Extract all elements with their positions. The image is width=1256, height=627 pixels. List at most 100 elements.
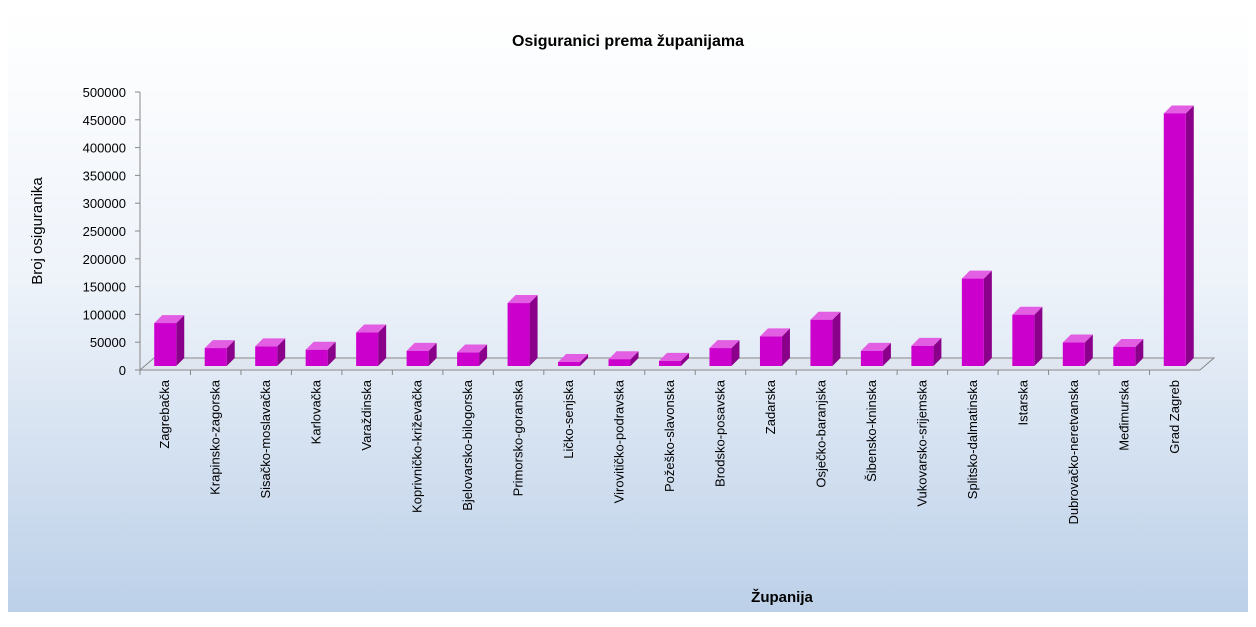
bar bbox=[961, 278, 984, 366]
x-tick-label: Virovitičko-podravska bbox=[612, 379, 627, 503]
bar-side bbox=[630, 351, 639, 366]
bar bbox=[154, 323, 177, 366]
bar-top bbox=[154, 315, 185, 324]
bar-top bbox=[255, 338, 286, 347]
bar-side bbox=[226, 340, 235, 366]
bar bbox=[1113, 346, 1136, 366]
bar-top bbox=[406, 342, 437, 351]
bar-side bbox=[1084, 334, 1093, 366]
bar-top bbox=[911, 337, 942, 346]
bar bbox=[255, 346, 278, 366]
x-tick-label: Međimurska bbox=[1116, 379, 1131, 451]
bar-top bbox=[507, 295, 538, 304]
bar-top bbox=[860, 342, 891, 351]
bar bbox=[1012, 314, 1035, 366]
y-tick-label: 450000 bbox=[83, 113, 126, 128]
bar bbox=[406, 350, 429, 366]
bar bbox=[810, 319, 833, 366]
bar-top bbox=[810, 311, 841, 320]
bar-side bbox=[529, 295, 538, 366]
y-tick-label: 100000 bbox=[83, 307, 126, 322]
x-tick-label: Ličko-senjska bbox=[561, 379, 576, 459]
bar-top bbox=[204, 340, 235, 349]
bar-side bbox=[882, 342, 891, 366]
bar-side bbox=[832, 311, 841, 366]
bar bbox=[860, 350, 883, 366]
bar bbox=[709, 348, 732, 366]
x-tick-label: Grad Zagreb bbox=[1167, 380, 1182, 454]
bar-side bbox=[580, 353, 589, 366]
bar-top bbox=[961, 270, 992, 279]
bar-side bbox=[681, 352, 689, 366]
x-tick-label: Dubrovačko-neretvanska bbox=[1066, 379, 1081, 524]
bar-top bbox=[1113, 338, 1144, 347]
x-tick-label: Karlovačka bbox=[309, 379, 324, 444]
x-tick-label: Krapinsko-zagorska bbox=[208, 379, 223, 495]
bar-side bbox=[731, 340, 740, 366]
bar bbox=[1062, 342, 1085, 366]
bar-side bbox=[327, 341, 336, 366]
bar-top bbox=[1012, 306, 1043, 315]
bar-side bbox=[277, 338, 286, 366]
x-tick-label: Istarska bbox=[1015, 379, 1030, 425]
bar-side bbox=[1034, 306, 1043, 366]
y-tick-label: 150000 bbox=[83, 280, 126, 295]
bar-top bbox=[709, 340, 740, 349]
bar bbox=[558, 361, 581, 366]
bar bbox=[759, 336, 782, 366]
x-tick-label: Zagrebačka bbox=[157, 379, 172, 448]
y-tick-label: 0 bbox=[119, 363, 126, 378]
x-axis-title: Županija bbox=[751, 588, 813, 606]
bar bbox=[911, 345, 934, 366]
x-tick-label: Sisačko-moslavačka bbox=[258, 379, 273, 498]
bar-top bbox=[558, 353, 589, 362]
bar-top bbox=[759, 328, 790, 337]
bar-side bbox=[933, 337, 942, 366]
x-tick-label: Varaždinska bbox=[359, 379, 374, 450]
y-tick-label: 50000 bbox=[90, 335, 126, 350]
bar-top bbox=[457, 344, 488, 353]
bar-side bbox=[781, 328, 790, 366]
chart-background bbox=[8, 10, 1248, 612]
x-tick-label: Primorsko-goranska bbox=[511, 379, 526, 496]
x-tick-label: Brodsko-posavska bbox=[712, 379, 727, 487]
bar bbox=[1163, 113, 1186, 367]
bar bbox=[608, 359, 631, 366]
bar-side bbox=[983, 270, 992, 366]
bar-side bbox=[479, 344, 488, 366]
x-tick-label: Osječko-baranjska bbox=[813, 379, 828, 487]
x-tick-label: Zadarska bbox=[763, 379, 778, 434]
bar-side bbox=[1185, 105, 1194, 367]
bar-side bbox=[428, 342, 437, 366]
bar-side bbox=[176, 315, 185, 366]
bar-top bbox=[1062, 334, 1093, 343]
bar-top bbox=[305, 341, 336, 350]
bar bbox=[457, 352, 480, 366]
x-tick-label: Bjelovarsko-bilogorska bbox=[460, 379, 475, 511]
y-tick-label: 250000 bbox=[83, 224, 126, 239]
y-axis-title: Broj osiguranika bbox=[29, 177, 46, 285]
x-tick-label: Splitsko-dalmatinska bbox=[965, 379, 980, 499]
bar bbox=[356, 332, 379, 366]
bar-top bbox=[1163, 105, 1194, 114]
x-tick-label: Vukovarsko-srijemska bbox=[914, 379, 929, 506]
x-tick-label: Požeško-slavonska bbox=[662, 379, 677, 492]
y-tick-label: 400000 bbox=[83, 141, 126, 156]
bar-top bbox=[659, 352, 689, 361]
y-tick-label: 200000 bbox=[83, 252, 126, 267]
bar-side bbox=[378, 324, 387, 366]
bar bbox=[305, 349, 328, 366]
y-tick-label: 350000 bbox=[83, 168, 126, 183]
bar-side bbox=[1135, 338, 1144, 366]
x-tick-label: Šibensko-kninska bbox=[864, 379, 879, 482]
bar-top bbox=[608, 351, 639, 360]
bar bbox=[507, 303, 530, 366]
bar-top bbox=[356, 324, 387, 333]
bar bbox=[659, 360, 681, 366]
y-tick-label: 500000 bbox=[83, 85, 126, 100]
x-tick-label: Koprivničko-križevačka bbox=[410, 379, 425, 513]
bar bbox=[204, 348, 227, 366]
chart-title: Osiguranici prema županijama bbox=[512, 33, 744, 50]
